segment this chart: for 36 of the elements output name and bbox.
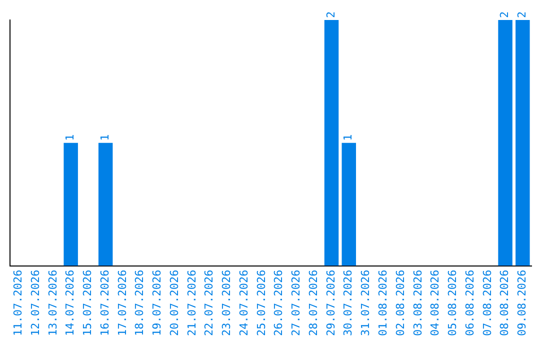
x-tick-label: 15.07.2026 xyxy=(81,270,94,336)
x-tick-label: 19.07.2026 xyxy=(150,270,164,336)
x-tick-label: 01.08.2026 xyxy=(376,270,390,336)
x-tick-label: 28.07.2026 xyxy=(306,270,320,336)
x-tick-label: 30.07.2026 xyxy=(342,270,355,336)
x-tick-label: 31.07.2026 xyxy=(359,270,372,336)
x-tick-label: 21.07.2026 xyxy=(185,270,198,336)
x-tick-label: 11.07.2026 xyxy=(12,270,25,336)
data-label: 1 xyxy=(98,134,112,141)
x-tick-label: 25.07.2026 xyxy=(254,270,268,336)
x-tick-label: 17.07.2026 xyxy=(116,270,129,336)
data-label: 1 xyxy=(342,134,355,141)
x-tick-label: 08.08.2026 xyxy=(498,270,512,336)
x-tick-label: 04.08.2026 xyxy=(428,270,442,336)
x-tick-label: 14.07.2026 xyxy=(64,270,77,336)
x-tick-label: 27.07.2026 xyxy=(290,270,303,336)
x-tick-label: 03.08.2026 xyxy=(411,270,424,336)
data-label: 2 xyxy=(324,11,338,18)
x-tick-label: 05.08.2026 xyxy=(446,270,460,336)
x-tick-label: 02.08.2026 xyxy=(394,270,407,336)
data-label: 2 xyxy=(498,11,512,18)
x-tick-label: 22.07.2026 xyxy=(202,270,216,336)
x-tick-label: 24.07.2026 xyxy=(237,270,250,336)
x-tick-label: 12.07.2026 xyxy=(28,270,42,336)
x-tick-label: 18.07.2026 xyxy=(133,270,146,336)
x-tick-label: 09.08.2026 xyxy=(516,270,529,336)
x-tick-label: 26.07.2026 xyxy=(272,270,286,336)
x-tick-label: 23.07.2026 xyxy=(220,270,234,336)
x-tick-label: 06.08.2026 xyxy=(463,270,476,336)
x-tick-label: 20.07.2026 xyxy=(168,270,181,336)
x-tick-label: 29.07.2026 xyxy=(324,270,338,336)
x-tick-label: 07.08.2026 xyxy=(480,270,494,336)
x-tick-label: 16.07.2026 xyxy=(98,270,112,336)
x-tick-label: 13.07.2026 xyxy=(46,270,60,336)
data-label: 1 xyxy=(64,134,77,141)
data-label: 2 xyxy=(516,11,529,18)
